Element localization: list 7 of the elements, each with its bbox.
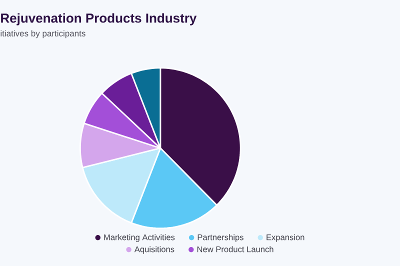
legend-label: New Product Launch (197, 246, 274, 252)
chart-title: Rejuvenation Products Industry (1, 13, 197, 26)
legend-label: Aquisitions (134, 246, 174, 254)
legend-label: Expansion (266, 234, 304, 242)
legend-label: Marketing Activities (104, 234, 175, 242)
legend-label: Partnerships (198, 234, 244, 242)
chart-subtitle: itiatives by participants (0, 30, 86, 38)
